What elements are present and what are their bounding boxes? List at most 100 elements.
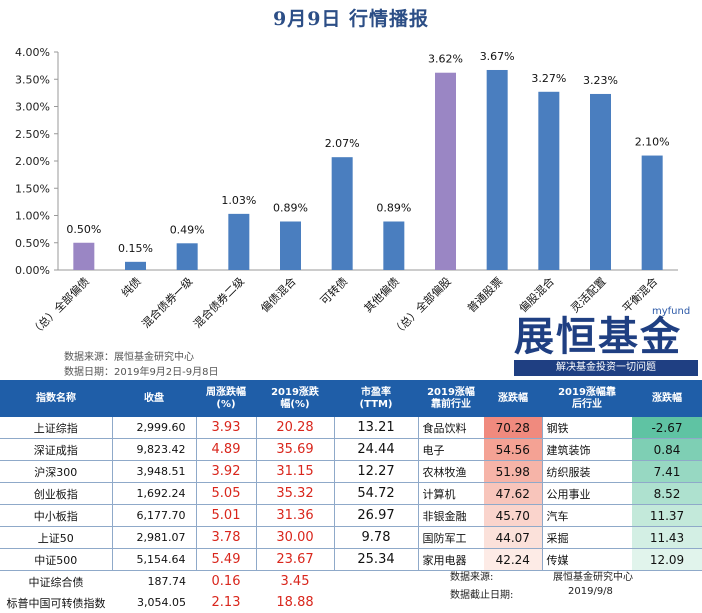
week-change: 2.13 — [211, 595, 241, 610]
ytd-change: 23.67 — [256, 548, 335, 571]
index-table: 指数名称 收盘 周涨跌幅 (%) 2019涨跌 幅(%) 市盈率 (TTM) 2019… — [0, 380, 702, 613]
table-source-label: 数据来源: — [450, 572, 494, 583]
x-category-label: 其他偏债 — [361, 274, 402, 315]
bottom-industry-change: -2.67 — [632, 417, 702, 439]
week-change: 3.93 — [196, 417, 257, 439]
close-value: 1,692.24 — [112, 482, 197, 505]
table-row: 深证成指 9,823.42 4.89 35.69 24.44 电子 54.56 建筑装饰 0.8… — [0, 438, 702, 461]
ytd-change: 31.36 — [256, 504, 335, 527]
top-industry-change: 54.56 — [484, 438, 543, 461]
top-industry: 电子 — [418, 438, 484, 461]
close-value: 187.74 — [147, 575, 187, 588]
bar — [73, 242, 95, 270]
top-industry: 非银金融 — [418, 504, 484, 527]
chart-date-range: 数据日期：2019年9月2日-9月8日 — [64, 367, 219, 378]
table-row: 中证500 5,154.64 5.49 23.67 25.34 家用电器 42.24 传媒 12… — [0, 548, 702, 571]
top-industry: 计算机 — [418, 482, 484, 505]
x-category-label: 灵活配置 — [568, 275, 608, 315]
bar — [641, 155, 663, 270]
bar — [590, 93, 611, 270]
header-bottom-industry: 2019涨幅靠 后行业 — [542, 380, 632, 417]
close-value: 9,823.42 — [112, 438, 197, 461]
y-tick-label: 1.50% — [15, 182, 50, 195]
x-category-label: （总）全部偏债 — [28, 274, 92, 338]
y-tick-label: 2.50% — [15, 128, 50, 141]
week-change: 5.01 — [196, 504, 257, 527]
bar — [435, 72, 456, 271]
index-name: 中证综合债 — [28, 575, 84, 589]
top-industry: 国防军工 — [418, 526, 484, 549]
header-top-change: 涨跌幅 — [484, 380, 542, 417]
top-industry-change: 70.28 — [484, 417, 543, 439]
bottom-industry-change: 11.37 — [632, 504, 702, 527]
bar — [280, 221, 301, 270]
pe-ratio: 26.97 — [334, 504, 419, 527]
header-close: 收盘 — [112, 380, 196, 417]
table-row: 沪深300 3,948.51 3.92 31.15 12.27 农林牧渔 51.98 纺织服装… — [0, 460, 702, 483]
y-tick-label: 0.00% — [15, 264, 50, 277]
index-name: 中证500 — [0, 548, 113, 571]
x-category-label: 混合债券二级 — [190, 274, 247, 331]
table-row: 上证综指 2,999.60 3.93 20.28 13.21 食品饮料 70.28 钢铁 -2.… — [0, 417, 702, 439]
pe-ratio: 13.21 — [334, 417, 419, 439]
index-name: 中小板指 — [0, 504, 113, 527]
top-industry-change: 44.07 — [484, 526, 543, 549]
table-row: 上证50 2,981.07 3.78 30.00 9.78 国防军工 44.07 采掘 11.4… — [0, 526, 702, 549]
ytd-change: 30.00 — [256, 526, 335, 549]
y-tick-label: 4.00% — [15, 46, 50, 59]
bottom-industry: 建筑装饰 — [542, 438, 632, 461]
bar — [228, 213, 250, 270]
bottom-industry: 钢铁 — [542, 417, 632, 439]
index-name: 上证综指 — [0, 417, 113, 439]
bar-value-label: 3.67% — [480, 50, 515, 63]
table-row: 中证综合债 187.74 0.16 3.45 — [0, 571, 702, 593]
logo-brand: 展恒基金 — [514, 314, 682, 360]
y-tick-label: 2.00% — [15, 155, 50, 168]
top-industry-change: 47.62 — [484, 482, 543, 505]
week-change: 4.89 — [196, 438, 257, 461]
bar-value-label: 3.62% — [428, 53, 463, 66]
header-ytd: 2019涨跌 幅(%) — [256, 380, 334, 417]
header-bottom-change: 涨跌幅 — [632, 380, 702, 417]
ytd-change: 35.32 — [256, 482, 335, 505]
table-row: 创业板指 1,692.24 5.05 35.32 54.72 计算机 47.62 公用事业 8.… — [0, 482, 702, 505]
bar — [331, 157, 353, 270]
page-title: 9月9日 行情播报 — [272, 8, 430, 30]
y-tick-label: 3.00% — [15, 101, 50, 114]
table-source-value: 展恒基金研究中心 — [553, 572, 633, 583]
header-name: 指数名称 — [0, 380, 112, 417]
table-blank — [334, 571, 702, 593]
ytd-change: 31.15 — [256, 460, 335, 483]
bar — [538, 91, 560, 270]
bottom-industry: 传媒 — [542, 548, 632, 571]
bottom-industry: 纺织服装 — [542, 460, 632, 483]
header-week: 周涨跌幅 (%) — [196, 380, 256, 417]
bar — [125, 261, 146, 270]
logo-myfund: myfund — [652, 306, 691, 317]
x-category-label: 可转债 — [317, 274, 350, 307]
header-top-industry: 2019涨幅 靠前行业 — [418, 380, 484, 417]
bar-value-label: 2.10% — [635, 136, 670, 149]
table-blank — [334, 592, 702, 613]
bar — [176, 243, 198, 270]
bar-value-label: 0.50% — [66, 223, 101, 236]
bar-value-label: 3.27% — [531, 72, 566, 85]
close-value: 5,154.64 — [112, 548, 197, 571]
y-tick-label: 0.50% — [15, 237, 50, 250]
bar-value-label: 1.03% — [221, 194, 256, 207]
y-tick-label: 3.50% — [15, 73, 50, 86]
top-industry: 农林牧渔 — [418, 460, 484, 483]
bottom-industry: 汽车 — [542, 504, 632, 527]
close-value: 2,981.07 — [112, 526, 197, 549]
ytd-change: 18.88 — [276, 595, 314, 610]
table-row: 中小板指 6,177.70 5.01 31.36 26.97 非银金融 45.70 汽车 11.… — [0, 504, 702, 527]
header-pe: 市盈率 (TTM) — [334, 380, 418, 417]
table-date-value: 2019/9/8 — [568, 586, 613, 597]
x-category-label: 偏股混合 — [516, 274, 557, 315]
chart-source: 数据来源：展恒基金研究中心 — [64, 352, 194, 363]
bottom-industry: 采掘 — [542, 526, 632, 549]
x-category-label: 混合债券一级 — [139, 274, 196, 331]
bottom-industry-change: 11.43 — [632, 526, 702, 549]
bar-value-label: 0.89% — [273, 201, 308, 214]
bottom-industry-change: 7.41 — [632, 460, 702, 483]
